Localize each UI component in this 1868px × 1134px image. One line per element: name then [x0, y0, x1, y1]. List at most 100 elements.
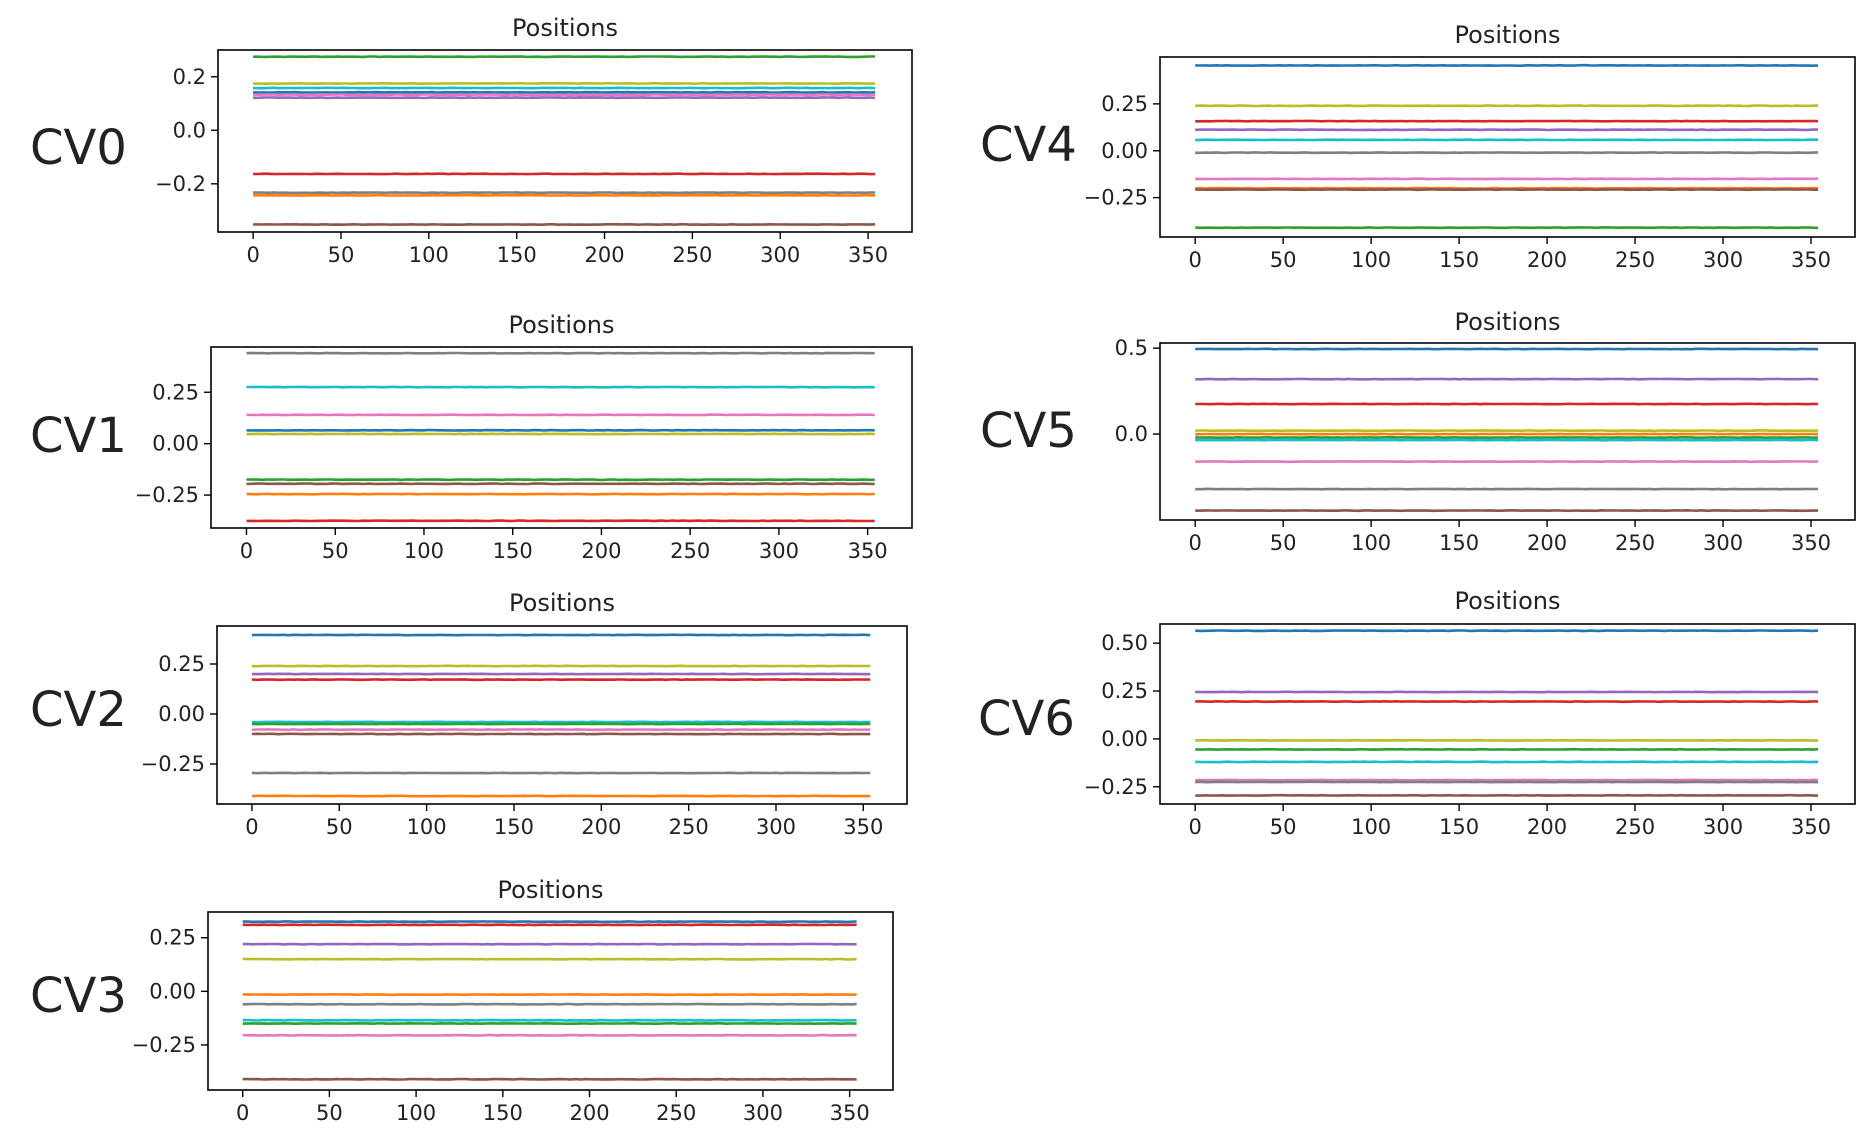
x-tick-label: 150 [1439, 531, 1479, 555]
series-line-4 [242, 993, 857, 997]
panel-label: CV4 [980, 117, 1077, 173]
x-tick-label: 350 [1791, 531, 1831, 555]
chart-cv3: Positions 0 50 100 150 200 250 300 350 0.25 0.00 −0… [30, 876, 894, 1125]
series-line-0 [246, 351, 875, 355]
chart-cv6: Positions 0 50 100 150 200 250 300 350 0.50 0.25 0.… [978, 587, 1856, 839]
x-tick-label: 350 [848, 539, 888, 563]
plot-frame [1159, 342, 1856, 521]
y-tick-label: 0.5 [1115, 336, 1148, 360]
panel-label: CV6 [978, 691, 1075, 747]
series-line-1 [253, 81, 876, 86]
series-line-0 [1195, 63, 1819, 68]
chart-title: Positions [512, 14, 618, 42]
y-tick-label: −0.2 [155, 172, 206, 196]
chart-title: Positions [509, 589, 615, 617]
panel-label: CV0 [30, 120, 127, 176]
chart-cv2: Positions 0 50 100 150 200 250 300 350 0.25 0.00 −0… [30, 589, 908, 839]
series-line-2 [242, 942, 857, 946]
y-tick-label: −0.25 [135, 483, 199, 507]
y-tick-label: 0.25 [158, 652, 205, 676]
series-line-5 [246, 478, 875, 482]
plot-frame [216, 625, 908, 805]
y-tick-label: 0.25 [1101, 92, 1148, 116]
chart-title: Positions [1455, 308, 1561, 336]
series-line-7 [246, 492, 875, 496]
y-tick-label: −0.25 [141, 752, 205, 776]
x-tick-label: 350 [830, 1101, 870, 1125]
series-line-8 [1195, 487, 1819, 491]
y-tick-label: 0.00 [158, 702, 205, 726]
x-tick-label: 250 [1615, 531, 1655, 555]
x-tick-label: 50 [326, 815, 353, 839]
series-line-3 [1195, 128, 1819, 132]
x-tick-label: 200 [581, 539, 621, 563]
x-tick-label: 0 [1189, 248, 1202, 272]
x-tick-label: 100 [1351, 248, 1391, 272]
x-tick-label: 200 [584, 243, 624, 267]
x-tick-label: 100 [407, 815, 447, 839]
x-tick-label: 0 [246, 243, 259, 267]
x-tick-label: 150 [1439, 248, 1479, 272]
x-tick-label: 150 [494, 815, 534, 839]
y-tick-label: 0.25 [1101, 679, 1148, 703]
x-tick-label: 150 [483, 1101, 523, 1125]
panel-label: CV2 [30, 682, 127, 738]
x-tick-label: 250 [670, 539, 710, 563]
series-line-7 [253, 191, 876, 195]
x-tick-label: 300 [759, 539, 799, 563]
panel-label: CV1 [30, 408, 127, 464]
series-line-5 [253, 96, 876, 100]
x-tick-label: 50 [1270, 248, 1297, 272]
y-tick-label: −0.25 [132, 1033, 196, 1057]
series-line-3 [1195, 429, 1819, 433]
panel-label: CV5 [980, 403, 1077, 459]
x-tick-label: 350 [1791, 815, 1831, 839]
x-tick-label: 50 [1270, 815, 1297, 839]
chart-title: Positions [509, 311, 615, 339]
series-line-1 [1195, 104, 1819, 108]
x-tick-label: 150 [1439, 815, 1479, 839]
plot-frame [1159, 623, 1856, 805]
x-tick-label: 50 [322, 539, 349, 563]
x-tick-label: 0 [1189, 815, 1202, 839]
y-tick-label: 0.00 [152, 432, 199, 456]
x-tick-label: 200 [1527, 531, 1567, 555]
panel-label: CV3 [30, 968, 127, 1024]
x-tick-label: 150 [493, 539, 533, 563]
y-tick-label: 0.25 [152, 380, 199, 404]
x-tick-label: 200 [569, 1101, 609, 1125]
x-tick-label: 150 [497, 243, 537, 267]
series-line-0 [242, 920, 857, 924]
y-tick-label: −0.25 [1084, 775, 1148, 799]
x-tick-label: 100 [404, 539, 444, 563]
x-tick-label: 300 [760, 243, 800, 267]
x-tick-label: 50 [1270, 531, 1297, 555]
x-tick-label: 0 [245, 815, 258, 839]
chart-cv0: Positions 0 50 100 150 200 250 300 350 0.2 0.0 −0.2… [30, 14, 913, 267]
plot-frame [1159, 56, 1856, 238]
series-line-9 [1195, 508, 1819, 513]
x-tick-label: 250 [669, 815, 709, 839]
x-tick-label: 100 [409, 243, 449, 267]
x-tick-label: 250 [672, 243, 712, 267]
x-tick-label: 300 [1703, 815, 1743, 839]
y-tick-label: 0.00 [1101, 727, 1148, 751]
chart-cv5: Positions 0 50 100 150 200 250 300 350 0.5 0.0 CV5 [980, 308, 1856, 555]
x-tick-label: 350 [1791, 248, 1831, 272]
plot-frame [210, 346, 913, 529]
x-tick-label: 0 [240, 539, 253, 563]
x-tick-label: 300 [1703, 248, 1743, 272]
y-tick-label: 0.00 [1101, 139, 1148, 163]
x-tick-label: 100 [1351, 815, 1391, 839]
y-tick-label: 0.50 [1101, 631, 1148, 655]
x-tick-label: 50 [328, 243, 355, 267]
x-tick-label: 50 [316, 1101, 343, 1125]
x-tick-label: 100 [1351, 531, 1391, 555]
plot-frame [207, 911, 894, 1091]
y-tick-label: 0.25 [149, 926, 196, 950]
x-tick-label: 100 [396, 1101, 436, 1125]
series-line-8 [1195, 187, 1819, 192]
y-tick-label: 0.0 [1115, 422, 1148, 446]
x-tick-label: 300 [743, 1101, 783, 1125]
